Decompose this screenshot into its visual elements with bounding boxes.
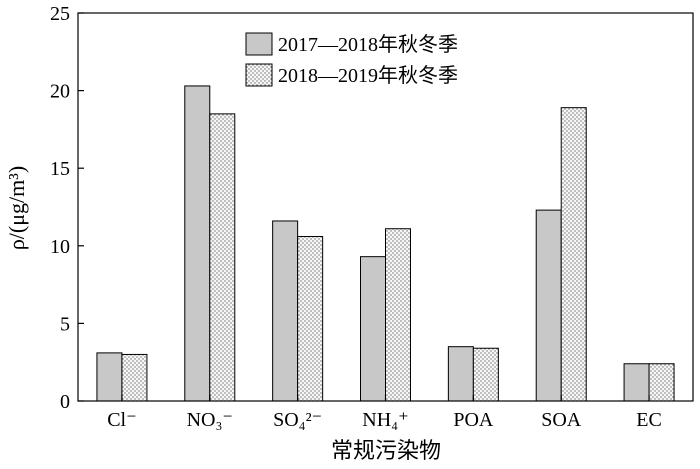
- x-tick-label: NH₄⁺: [362, 409, 408, 431]
- bar-series2-3: [297, 235, 324, 402]
- legend-swatch-2: [245, 63, 273, 87]
- bars-layer: [96, 85, 675, 402]
- bar-series1-6: [535, 209, 562, 402]
- y-tick-label: 20: [50, 81, 70, 103]
- x-tick-label: SOA: [541, 409, 582, 431]
- x-tick-label: SO₄²⁻: [273, 409, 322, 431]
- bar-series2-4: [385, 228, 411, 402]
- bar-series2-2: [209, 113, 236, 402]
- y-tick-label: 25: [50, 3, 70, 25]
- ticks-layer: 0 5 10 15 20 25 Cl⁻ NO₃⁻ SO₄²⁻ NH₄⁺ POA SOA EC: [50, 3, 662, 431]
- x-tick-label: POA: [453, 409, 494, 431]
- bar-series1-2: [184, 85, 211, 402]
- x-tick-label: NO₃⁻: [187, 409, 233, 431]
- legend-swatch-1: [245, 32, 273, 56]
- y-tick-label: 10: [50, 236, 70, 258]
- bar-series2-1: [121, 353, 148, 402]
- bar-series1-4: [360, 256, 386, 402]
- bar-series2-5: [472, 347, 499, 402]
- legend-label-1: 2017—2018年秋冬季: [278, 33, 458, 56]
- x-tick-label: Cl⁻: [107, 409, 136, 431]
- y-axis-label: ρ/(μg/m³): [4, 166, 29, 250]
- bar-series1-3: [272, 220, 299, 402]
- legend-label-2: 2018—2019年秋冬季: [278, 64, 458, 87]
- y-tick-label: 15: [50, 158, 70, 180]
- y-tick-label: 5: [60, 313, 70, 335]
- bar-series2-6: [560, 107, 587, 402]
- legend: 2017—2018年秋冬季 2018—2019年秋冬季: [245, 32, 458, 87]
- bar-series1-7: [623, 363, 650, 402]
- y-tick-label: 0: [60, 391, 70, 413]
- bar-series1-1: [96, 352, 123, 402]
- bar-series2-7: [648, 363, 675, 402]
- bar-series1-5: [447, 346, 474, 402]
- x-axis-label: 常规污染物: [331, 438, 441, 463]
- x-tick-label: EC: [636, 409, 662, 431]
